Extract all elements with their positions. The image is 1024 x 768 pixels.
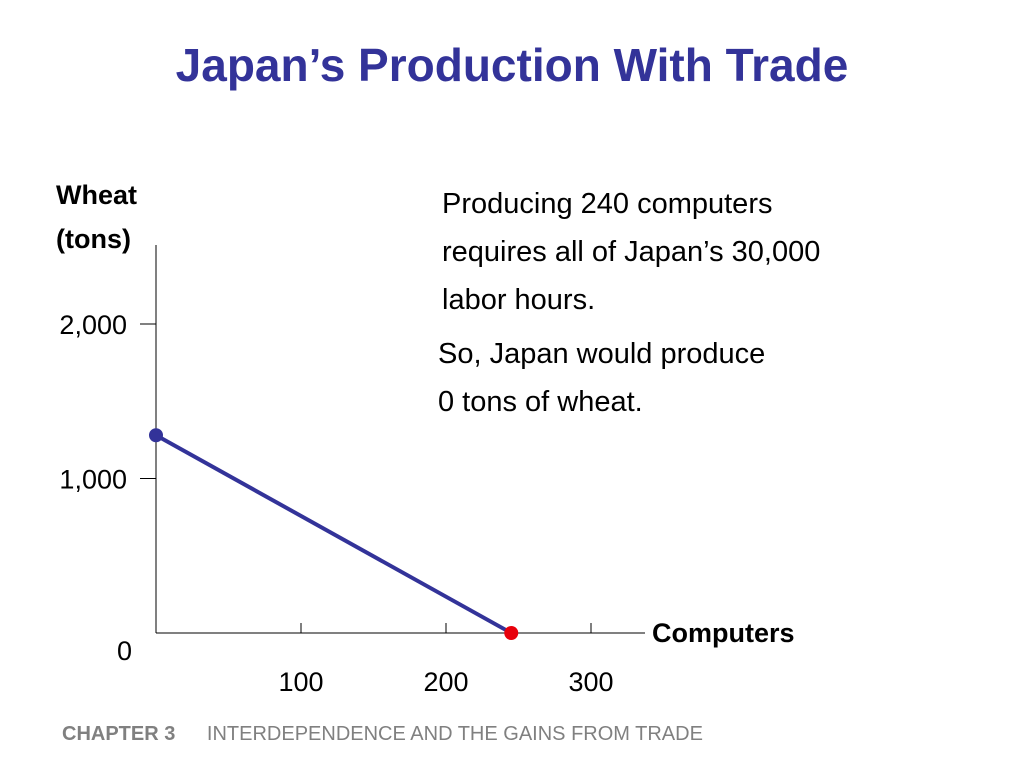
x-tick-label: 200 xyxy=(423,667,468,697)
annotation-line: 0 tons of wheat. xyxy=(438,386,643,418)
footer-text: INTERDEPENDENCE AND THE GAINS FROM TRADE xyxy=(206,723,703,745)
annotation-line: labor hours. xyxy=(442,284,596,316)
footer-chapter: CHAPTER 3 xyxy=(62,723,176,745)
annotation-line: requires all of Japan’s 30,000 xyxy=(442,236,821,268)
x-tick-label: 100 xyxy=(278,667,323,697)
axis-ticks: 100 200 300 1,000 2,000 0 xyxy=(59,310,613,697)
y-axis-label-line-1: Wheat xyxy=(56,180,137,210)
ppf-line xyxy=(155,433,513,635)
point-marker xyxy=(504,626,519,640)
annotation-computers: Producing 240 computers requires all of … xyxy=(442,180,820,324)
point-marker xyxy=(149,428,163,443)
slide-title: Japan’s Production With Trade xyxy=(175,39,849,91)
point-markers xyxy=(149,428,519,640)
slide-footer: CHAPTER 3 INTERDEPENDENCE AND THE GAINS … xyxy=(62,723,703,746)
annotation-line: Producing 240 computers xyxy=(442,188,773,220)
series-lines xyxy=(155,433,513,635)
annotation-wheat: So, Japan would produce 0 tons of wheat. xyxy=(438,330,765,426)
y-tick-label: 2,000 xyxy=(59,310,127,340)
x-axis-label: Computers xyxy=(652,618,795,648)
x-tick-label: 300 xyxy=(568,667,613,697)
origin-label: 0 xyxy=(117,636,132,666)
y-tick-label: 1,000 xyxy=(59,465,127,495)
y-axis-label-line-2: (tons) xyxy=(56,224,131,254)
annotation-line: So, Japan would produce xyxy=(438,338,766,370)
